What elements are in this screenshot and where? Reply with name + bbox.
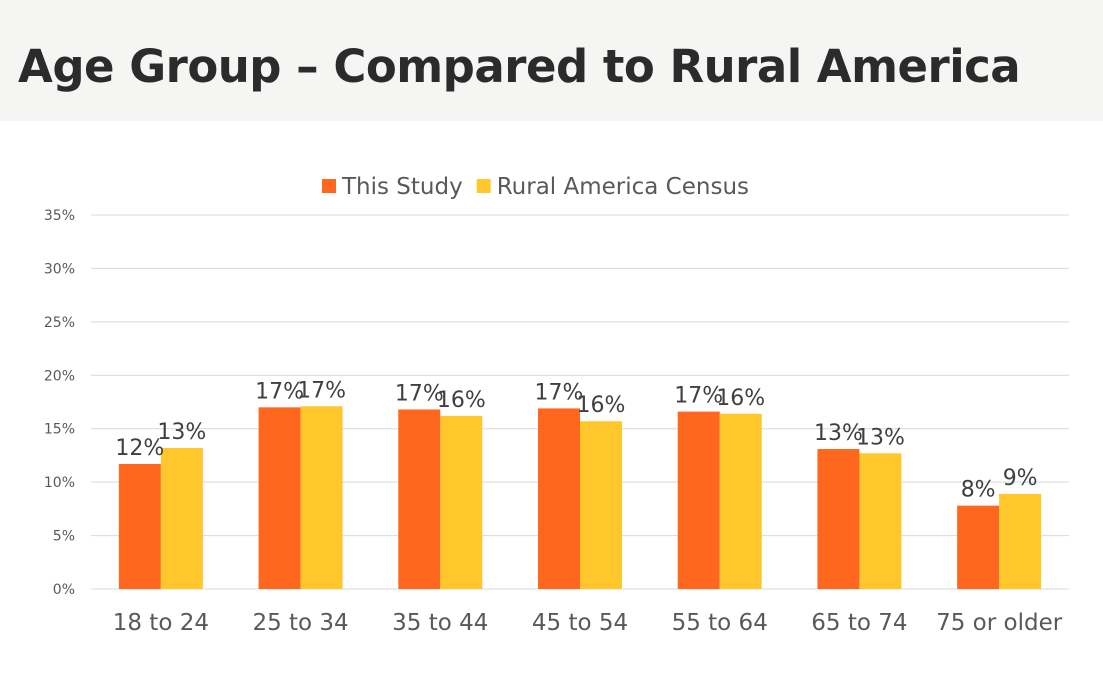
x-category-label: 25 to 34 — [252, 610, 348, 636]
x-category-label: 35 to 44 — [392, 610, 488, 636]
bars — [118, 406, 1042, 589]
bar-rural-census — [160, 447, 203, 589]
bar-this-study — [118, 463, 161, 589]
data-label: 17% — [395, 381, 444, 406]
data-label: 12% — [115, 436, 164, 461]
x-category-label: 65 to 74 — [811, 610, 907, 636]
bar-this-study — [538, 408, 580, 589]
bar-rural-census — [719, 413, 762, 589]
bar-rural-census — [580, 421, 622, 589]
x-category-label: 18 to 24 — [113, 610, 209, 636]
y-axis-ticks: 0% 5% 10% 15% 20% 25% 30% 35% — [44, 208, 75, 598]
y-tick-label: 5% — [53, 529, 75, 545]
data-label: 9% — [1003, 466, 1038, 491]
data-labels: 12%13%17%17% 17%16% 17%16% 17%16%13%13%8% 9% — [115, 378, 1037, 502]
y-tick-label: 30% — [44, 261, 75, 277]
page-title: Age Group – Compared to Rural America — [18, 40, 1021, 93]
x-category-label: 55 to 64 — [672, 610, 768, 636]
bar-this-study — [398, 409, 441, 589]
data-label: 17% — [255, 379, 304, 404]
title-banner: Age Group – Compared to Rural America — [0, 0, 1103, 121]
data-label: 16% — [437, 388, 486, 413]
legend-label: Rural America Census — [497, 174, 749, 200]
bar-this-study — [677, 411, 720, 589]
data-label: 17% — [674, 384, 723, 409]
data-label: 17% — [535, 380, 584, 405]
x-axis-categories: 18 to 24 25 to 34 35 to 44 45 to 54 55 to 64… — [113, 610, 1063, 636]
bar-rural-census — [300, 406, 343, 589]
legend-swatch — [476, 179, 491, 193]
y-tick-label: 20% — [44, 368, 75, 384]
legend: This Study Rural America Census — [322, 174, 749, 200]
y-tick-label: 10% — [44, 475, 75, 491]
legend-swatch — [322, 179, 336, 193]
legend-label: This Study — [341, 174, 463, 200]
y-tick-label: 0% — [53, 582, 75, 598]
data-label: 16% — [716, 386, 765, 411]
data-label: 13% — [856, 425, 905, 450]
bar-rural-census — [859, 453, 902, 589]
y-tick-label: 15% — [44, 422, 75, 438]
y-tick-label: 35% — [44, 208, 75, 224]
bar-this-study — [258, 407, 301, 589]
x-category-label: 45 to 54 — [532, 610, 628, 636]
bar-rural-census — [440, 415, 483, 589]
bar-rural-census — [999, 493, 1042, 589]
data-label: 16% — [577, 393, 626, 418]
bar-this-study — [957, 505, 1000, 589]
x-category-label: 75 or older — [936, 610, 1063, 636]
data-label: 17% — [297, 378, 346, 403]
data-label: 13% — [157, 420, 206, 445]
data-label: 8% — [961, 478, 996, 503]
y-tick-label: 25% — [44, 315, 75, 331]
bar-this-study — [817, 449, 860, 589]
data-label: 13% — [814, 421, 863, 446]
